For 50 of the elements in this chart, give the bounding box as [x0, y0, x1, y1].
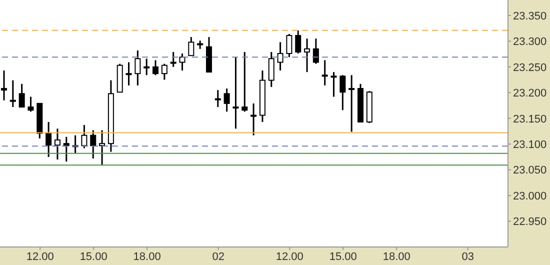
x-tick-label: 12.00 [276, 250, 304, 263]
candlestick [90, 129, 96, 160]
candlestick [63, 136, 70, 162]
candlestick [224, 88, 230, 112]
candlestick [188, 36, 194, 56]
x-tick-label: 12.00 [26, 250, 54, 263]
candlestick [161, 63, 168, 81]
candlestick [179, 52, 186, 72]
candlestick [46, 121, 52, 158]
candlestick [54, 128, 60, 160]
y-tick-label: 23.150 [513, 113, 547, 126]
candlestick [348, 74, 355, 132]
candlestick [99, 129, 106, 166]
candlestick [214, 89, 221, 108]
candlestick [134, 50, 141, 86]
candlestick [28, 96, 34, 112]
candlestick [286, 33, 292, 58]
x-tick-label: 18.00 [133, 250, 161, 263]
candlestick [268, 51, 274, 88]
candlestick [250, 102, 257, 136]
candlestick [312, 38, 319, 65]
x-tick-label: 18.00 [382, 250, 410, 263]
candlestick [18, 83, 25, 108]
candlestick [81, 124, 88, 149]
candlestick [1, 70, 7, 102]
candlestick [340, 74, 346, 111]
y-tick-label: 23.200 [513, 88, 547, 100]
candlestick [152, 59, 159, 76]
x-tick-label: 15.00 [329, 250, 357, 263]
y-tick-label: 23.000 [513, 190, 547, 202]
candlestick [126, 62, 132, 86]
y-tick-label: 23.050 [513, 164, 547, 177]
candlestick [144, 58, 150, 76]
candlestick [322, 59, 328, 86]
x-tick-label: 15.00 [80, 250, 108, 263]
candlestick [170, 51, 176, 68]
candlestick [242, 51, 248, 112]
y-tick-label: 23.350 [513, 10, 547, 22]
candlestick [330, 71, 337, 98]
y-tick-label: 23.250 [513, 62, 547, 74]
candlestick [10, 80, 16, 108]
candlestick [295, 30, 302, 54]
y-tick-label: 22.950 [513, 216, 547, 228]
candlestick [304, 38, 310, 73]
y-tick-label: 23.100 [513, 138, 547, 151]
x-tick-label: 02 [212, 250, 224, 263]
x-tick-label: 03 [462, 250, 474, 263]
y-tick-label: 23.300 [513, 36, 547, 48]
candlestick [277, 41, 284, 72]
candlestick [232, 56, 239, 130]
